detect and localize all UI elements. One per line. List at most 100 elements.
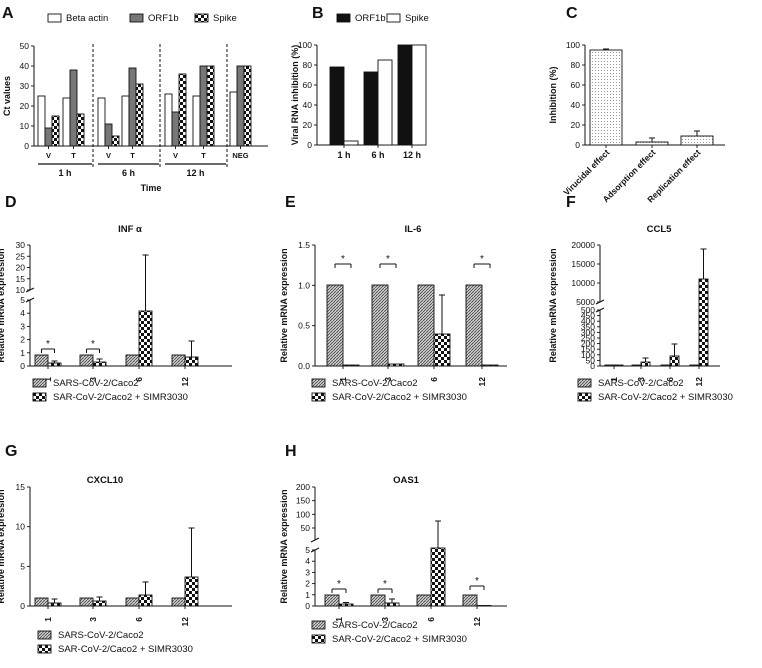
panelD-legend-sars-swatch xyxy=(32,378,47,388)
panelH-y-tick-label: 1 xyxy=(305,590,310,600)
panelF-y-tick-label: 5000 xyxy=(576,297,595,307)
panelE-bar-simr xyxy=(433,333,451,367)
panelB-bar-orf1b xyxy=(397,44,413,146)
panelD-bar-sars xyxy=(34,354,49,367)
panelE-x-label: 6 xyxy=(429,377,439,382)
panel-label-D: D xyxy=(5,194,17,211)
panelG-title: CXCL10 xyxy=(87,475,123,486)
panelB-x-label: 6 h xyxy=(371,150,384,160)
panelH-axis-break xyxy=(310,537,320,543)
panelF-y-tick-label: 100 xyxy=(581,350,595,360)
panelD-x-label: 6 xyxy=(134,377,144,382)
panelB-y-tick-label: 0 xyxy=(307,140,312,150)
panelF-y-tick-label: 300 xyxy=(581,327,595,337)
panelC-bar xyxy=(635,141,669,146)
panelE-bar-sars xyxy=(417,284,435,367)
panelH-y-tick-label: 0 xyxy=(305,601,310,611)
panelB-y-tick-label: 40 xyxy=(303,100,313,110)
panelH-x-label: 12 xyxy=(472,617,482,627)
panelD-y-tick-label: 0 xyxy=(20,361,25,371)
panelE-y-tick-label: 0.5 xyxy=(298,321,310,331)
panelD-x-label: 3 xyxy=(88,377,98,382)
panelD-y-tick-label: 1 xyxy=(20,348,25,358)
panelG-legend-simr-label: SAR-CoV-2/Caco2 + SIMR3030 xyxy=(58,644,193,655)
panelE-bar-simr xyxy=(387,363,405,367)
panelH-y-tick-label: 200 xyxy=(296,482,310,492)
panelF-title: CCL5 xyxy=(647,224,673,235)
panelB-legend-orf1b-label: ORF1b xyxy=(355,13,386,24)
panelA-legend-beta-swatch xyxy=(47,13,62,23)
panel-label-G: G xyxy=(5,443,17,460)
panelG-x-label: 1 xyxy=(43,617,53,622)
panelF-x-label: 6 xyxy=(665,377,675,382)
panelF-y-tick-label: 500 xyxy=(581,305,595,315)
panelD-y-title: Relative mRNA expression xyxy=(0,248,6,362)
panelH-y-title: Relative mRNA expression xyxy=(279,489,289,603)
panelH-legend-sars-label: SARS-CoV-2/Caco2 xyxy=(332,620,418,631)
panelD-axis-break xyxy=(25,297,35,303)
panelF-y-tick-label: 10000 xyxy=(571,278,595,288)
panelA-bar xyxy=(164,93,173,147)
panelD-y-tick-label: 5 xyxy=(20,295,25,305)
panelB-x-label: 1 h xyxy=(337,150,350,160)
panelF-x-label: 12 xyxy=(694,377,704,387)
panelA-sub-label: V xyxy=(46,151,51,160)
panelE-x-label: 12 xyxy=(477,377,487,387)
panelH-y-tick-label: 5 xyxy=(305,545,310,555)
panelA-bar xyxy=(76,113,85,147)
panelF-bar-simr xyxy=(698,278,709,367)
panelD-sig-star: * xyxy=(91,339,95,350)
panelB-y-tick-label: 60 xyxy=(303,80,313,90)
panelF-bar-sars xyxy=(604,364,615,367)
panelA-bar xyxy=(236,65,245,147)
panelD-y-tick-label: 2 xyxy=(20,335,25,345)
panelG-y-tick-label: 5 xyxy=(20,561,25,571)
panelF-bar-simr xyxy=(613,364,624,367)
panelF-y-title: Relative mRNA expression xyxy=(548,248,558,362)
panelG-bar-sars xyxy=(34,597,49,607)
panelB-legend-spike-label: Spike xyxy=(405,13,429,24)
panelB-legend-orf1b-swatch xyxy=(336,13,351,23)
panelA-legend-orf1b-swatch xyxy=(129,13,144,23)
panelF-bar-sars xyxy=(689,364,700,367)
panelF-y-tick-label: 400 xyxy=(581,316,595,326)
panelE-bar-sars xyxy=(465,284,483,367)
panelA-bar xyxy=(171,111,180,147)
panelF-legend-sars-label: SARS-CoV-2/Caco2 xyxy=(598,378,684,389)
panelF-bar-simr xyxy=(669,355,680,367)
panelF-x-label: 3 xyxy=(636,377,646,382)
panelD-x-label: 1 xyxy=(43,377,53,382)
panelH-y-tick-label: 50 xyxy=(301,523,311,533)
panelD-bar-simr xyxy=(47,362,62,367)
panelF-bar-sars xyxy=(660,364,671,367)
panelE-bar-simr xyxy=(481,364,499,367)
panelC-y-tick-label: 40 xyxy=(571,100,581,110)
panelD-y-tick-label: 15 xyxy=(16,274,26,284)
panelH-y-tick-label: 2 xyxy=(305,579,310,589)
panelA-legend-spike-swatch xyxy=(194,13,209,23)
panelC-y-title: Inhibition (%) xyxy=(548,67,558,124)
panelH-axis-break xyxy=(310,547,320,553)
panelA-bar xyxy=(128,67,137,147)
panelG-y-tick-label: 15 xyxy=(16,482,26,492)
panelH-bar-simr xyxy=(384,602,400,607)
panelF-y-tick-label: 450 xyxy=(581,311,595,321)
panelF-x-label: 1 xyxy=(609,377,619,382)
panelF-y-tick-label: 250 xyxy=(581,333,595,343)
panelA-bar xyxy=(104,123,113,147)
panelH-bar-simr xyxy=(338,603,354,607)
panelB-y-title: Viral RNA inhibition (%) xyxy=(290,45,300,146)
panelH-sig-star: * xyxy=(383,579,387,590)
panelD-y-tick-label: 30 xyxy=(16,240,26,250)
panelG-bar-simr xyxy=(184,576,199,607)
panelH-bar-sars xyxy=(324,594,340,607)
panelG-legend-simr-swatch xyxy=(37,644,52,654)
panelD-axis-break xyxy=(25,287,35,293)
panel-label-B: B xyxy=(312,5,324,22)
panelE-y-tick-label: 0.0 xyxy=(298,361,310,371)
panelH-x-label: 1 xyxy=(334,617,344,622)
panelD-bar-sars xyxy=(125,354,140,367)
panelD-sig-star: * xyxy=(46,339,50,350)
panelH-sig-star: * xyxy=(475,576,479,587)
panelG-bar-sars xyxy=(125,597,140,607)
